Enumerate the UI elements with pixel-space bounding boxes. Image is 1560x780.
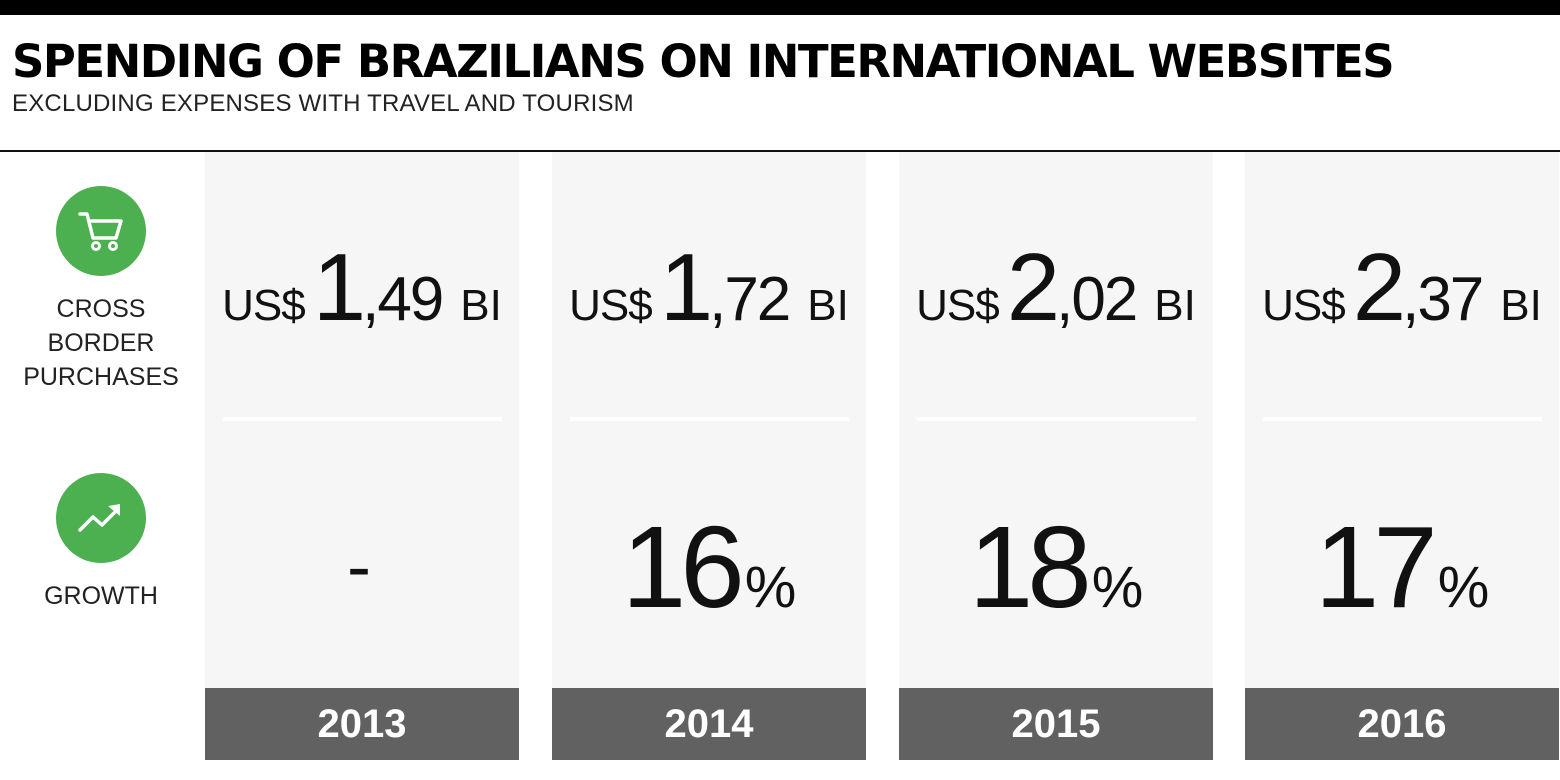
growth-percent-sign: %: [1091, 555, 1144, 620]
currency-label: US$: [569, 281, 653, 330]
shopping-cart-icon: [56, 186, 146, 276]
amount-integer: 1: [312, 234, 366, 341]
column-2015: US$ 2 ,02 BI 18 % 2015: [899, 152, 1213, 760]
growth-value: -: [205, 507, 519, 627]
amount-integer: 2: [1006, 234, 1060, 341]
year-label: 2013: [205, 688, 519, 760]
amount-decimal: ,72: [709, 265, 791, 334]
growth-percent-sign: %: [744, 555, 797, 620]
amount-unit: BI: [460, 281, 502, 330]
purchase-amount: US$ 2 ,02 BI: [899, 238, 1213, 338]
column-2013: US$ 1 ,49 BI - 2013: [205, 152, 519, 760]
purchases-row-label: CROSS BORDER PURCHASES: [0, 186, 202, 394]
divider: [570, 417, 849, 421]
column-2014: US$ 1 ,72 BI 16 % 2014: [552, 152, 866, 760]
chart-subtitle: EXCLUDING EXPENSES WITH TRAVEL AND TOURI…: [12, 90, 634, 117]
growth-number: -: [347, 527, 371, 607]
currency-label: US$: [916, 281, 1000, 330]
purchases-label-line: CROSS: [56, 295, 146, 323]
top-bar: [0, 0, 1560, 15]
growth-value: 16 %: [552, 507, 866, 627]
column-2016: US$ 2 ,37 BI 17 % 2016: [1245, 152, 1559, 760]
growth-value: 17 %: [1245, 507, 1559, 627]
purchases-label-line: BORDER: [47, 329, 155, 357]
growth-number: 16: [621, 502, 745, 632]
growth-value: 18 %: [899, 507, 1213, 627]
year-label: 2015: [899, 688, 1213, 760]
growth-number: 17: [1314, 502, 1438, 632]
amount-integer: 1: [659, 234, 713, 341]
growth-label: GROWTH: [44, 582, 158, 610]
amount-unit: BI: [1500, 281, 1542, 330]
divider: [1263, 417, 1542, 421]
growth-percent-sign: %: [1437, 555, 1490, 620]
currency-label: US$: [1262, 281, 1346, 330]
divider: [917, 417, 1196, 421]
purchases-label-line: PURCHASES: [23, 363, 179, 391]
purchase-amount: US$ 1 ,72 BI: [552, 238, 866, 338]
purchase-amount: US$ 1 ,49 BI: [205, 238, 519, 338]
chart-title: SPENDING OF BRAZILIANS ON INTERNATIONAL …: [12, 35, 1395, 88]
amount-decimal: ,37: [1402, 265, 1484, 334]
growth-number: 18: [968, 502, 1092, 632]
amount-unit: BI: [807, 281, 849, 330]
amount-integer: 2: [1352, 234, 1406, 341]
divider: [223, 417, 502, 421]
year-label: 2014: [552, 688, 866, 760]
amount-decimal: ,02: [1056, 265, 1138, 334]
amount-decimal: ,49: [362, 265, 444, 334]
amount-unit: BI: [1154, 281, 1196, 330]
currency-label: US$: [222, 281, 306, 330]
purchase-amount: US$ 2 ,37 BI: [1245, 238, 1559, 338]
growth-row-label: GROWTH: [0, 473, 202, 613]
year-label: 2016: [1245, 688, 1559, 760]
purchases-label: CROSS BORDER PURCHASES: [0, 292, 202, 394]
trending-up-icon: [56, 473, 146, 563]
header-rule: [0, 150, 1560, 152]
